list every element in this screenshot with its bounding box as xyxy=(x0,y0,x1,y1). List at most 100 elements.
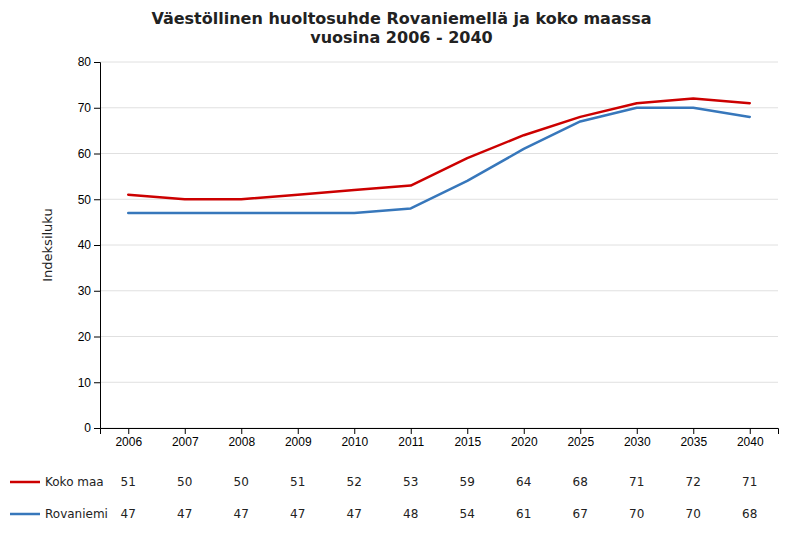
grid-line xyxy=(100,382,778,383)
data-label: 47 xyxy=(121,507,136,521)
x-tick: 2040 xyxy=(737,428,764,449)
x-tick-label: 2030 xyxy=(624,435,651,449)
y-tick: 70 xyxy=(78,101,100,115)
y-tick-mark xyxy=(94,62,100,63)
x-tick-mark xyxy=(637,428,638,434)
x-tick: 2008 xyxy=(228,428,255,449)
y-tick-mark xyxy=(94,428,100,429)
data-label: 52 xyxy=(347,475,362,489)
data-label: 50 xyxy=(177,475,192,489)
x-tick-mark xyxy=(354,428,355,434)
data-label: 67 xyxy=(573,507,588,521)
y-tick: 20 xyxy=(78,330,100,344)
y-axis: 0 10 20 30 40 50 60 70 80 xyxy=(78,55,101,435)
data-label: 48 xyxy=(403,507,418,521)
data-label: 51 xyxy=(121,475,136,489)
data-label: 47 xyxy=(290,507,305,521)
y-tick: 80 xyxy=(78,55,100,69)
x-tick-label: 2020 xyxy=(511,435,538,449)
y-tick-mark xyxy=(94,108,100,109)
data-label: 53 xyxy=(403,475,418,489)
plot: 0102030405060708020062007200820092010201… xyxy=(78,55,779,448)
x-tick-mark xyxy=(467,428,468,434)
x-tick: 2006 xyxy=(115,428,142,449)
x-axis-line xyxy=(101,429,779,435)
title-line: vuosina 2006 - 2040 xyxy=(310,28,492,47)
x-tick-mark xyxy=(750,428,751,434)
x-tick-mark xyxy=(411,428,412,434)
grid xyxy=(100,62,778,428)
y-tick-label: 0 xyxy=(84,421,91,435)
x-tick-mark xyxy=(185,428,186,434)
data-label: 70 xyxy=(686,507,701,521)
y-tick-mark xyxy=(94,199,100,200)
x-tick: 2020 xyxy=(511,428,538,449)
data-label: 68 xyxy=(742,507,757,521)
data-label: 47 xyxy=(177,507,192,521)
data-label: 47 xyxy=(234,507,249,521)
y-tick-mark xyxy=(94,154,100,155)
x-tick-label: 2040 xyxy=(737,435,764,449)
series-line xyxy=(128,99,750,200)
grid-line xyxy=(100,245,778,246)
x-tick: 2009 xyxy=(285,428,312,449)
grid-line xyxy=(100,153,778,154)
chart: Väestöllinen huoltosuhde Rovaniemellä ja… xyxy=(0,0,803,548)
x-tick-mark xyxy=(128,428,129,434)
x-tick-label: 2006 xyxy=(115,435,142,449)
x-tick-mark xyxy=(241,428,242,434)
x-tick: 2035 xyxy=(680,428,707,449)
y-tick-label: 10 xyxy=(78,376,92,390)
x-tick-label: 2008 xyxy=(228,435,255,449)
legend-label: Rovaniemi xyxy=(45,507,108,521)
x-tick: 2007 xyxy=(172,428,199,449)
y-tick-label: 60 xyxy=(78,147,92,161)
x-tick: 2011 xyxy=(398,428,424,449)
grid-line xyxy=(100,62,778,63)
data-label: 61 xyxy=(516,507,531,521)
title-line: Väestöllinen huoltosuhde Rovaniemellä ja… xyxy=(151,9,651,28)
x-tick-label: 2015 xyxy=(454,435,481,449)
x-tick-label: 2009 xyxy=(285,435,312,449)
y-tick-mark xyxy=(94,382,100,383)
x-tick: 2030 xyxy=(624,428,651,449)
x-tick-label: 2025 xyxy=(567,435,594,449)
data-label: 71 xyxy=(742,475,757,489)
data-label: 71 xyxy=(629,475,644,489)
x-tick-mark xyxy=(298,428,299,434)
y-tick: 60 xyxy=(78,147,100,161)
y-tick: 50 xyxy=(78,193,100,207)
data-label: 68 xyxy=(573,475,588,489)
y-axis-line xyxy=(94,63,101,429)
data-label: 72 xyxy=(686,475,701,489)
y-tick: 40 xyxy=(78,238,100,252)
legend-swatch xyxy=(10,481,40,484)
x-tick-label: 2035 xyxy=(680,435,707,449)
y-tick-mark xyxy=(94,291,100,292)
title: Väestöllinen huoltosuhde Rovaniemellä ja… xyxy=(151,9,651,47)
x-tick-mark xyxy=(580,428,581,434)
y-tick-mark xyxy=(94,337,100,338)
y-tick-label: 20 xyxy=(78,330,92,344)
data-label: 51 xyxy=(290,475,305,489)
x-tick: 2025 xyxy=(567,428,594,449)
y-tick: 30 xyxy=(78,284,100,298)
data-label: 59 xyxy=(460,475,475,489)
x-tick-mark xyxy=(524,428,525,434)
y-tick-label: 30 xyxy=(78,284,92,298)
x-tick-label: 2007 xyxy=(172,435,199,449)
x-tick-mark xyxy=(693,428,694,434)
marks xyxy=(128,99,750,213)
x-tick: 2015 xyxy=(454,428,481,449)
data-label: 70 xyxy=(629,507,644,521)
y-tick: 0 xyxy=(84,421,100,435)
legend-swatch xyxy=(10,513,40,516)
y-tick-label: 80 xyxy=(78,55,92,69)
grid-line xyxy=(100,336,778,337)
x-tick-label: 2010 xyxy=(341,435,368,449)
y-tick-label: 50 xyxy=(78,193,92,207)
legend-label: Koko maa xyxy=(45,475,104,489)
y-tick-label: 70 xyxy=(78,101,92,115)
data-label: 50 xyxy=(234,475,249,489)
y-tick-mark xyxy=(94,245,100,246)
